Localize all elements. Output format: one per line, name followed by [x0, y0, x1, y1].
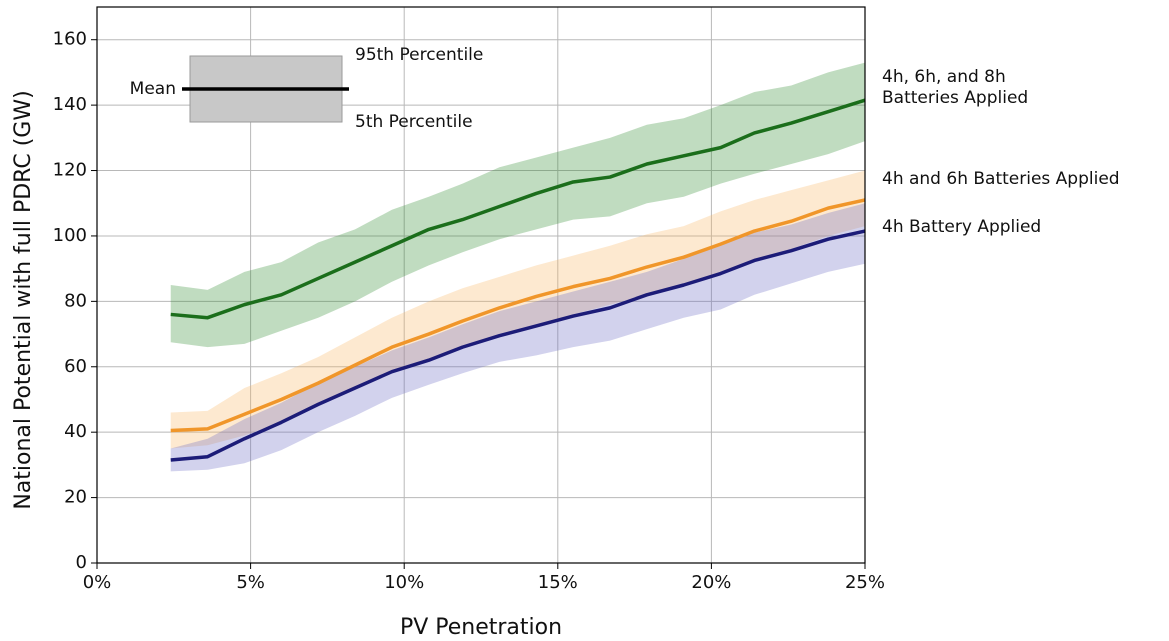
- x-tick-label: 25%: [845, 572, 885, 593]
- y-tick-label: 120: [53, 160, 87, 181]
- y-tick-label: 80: [64, 290, 87, 311]
- y-tick-label: 40: [64, 421, 87, 442]
- y-axis-label: National Potential with full PDRC (GW): [11, 90, 36, 509]
- mean-line: [170, 198, 866, 433]
- mean-line: [170, 229, 866, 462]
- series-label: 4h, 6h, and 8h Batteries Applied: [882, 67, 1029, 109]
- legend-upper-label: 95th Percentile: [355, 45, 483, 65]
- y-tick-label: 20: [64, 487, 87, 508]
- x-axis-label: PV Penetration: [400, 615, 562, 640]
- x-tick-label: 15%: [538, 572, 578, 593]
- legend-lower-label: 5th Percentile: [355, 112, 473, 132]
- x-tick-label: 5%: [236, 572, 265, 593]
- x-tick-label: 10%: [384, 572, 424, 593]
- legend-mean-label: Mean: [130, 79, 176, 99]
- percentile-band: [170, 203, 865, 472]
- x-tick-label: 0%: [83, 572, 112, 593]
- y-tick-label: 160: [53, 29, 87, 50]
- series-label: 4h Battery Applied: [882, 217, 1042, 238]
- y-tick-label: 0: [76, 552, 87, 573]
- y-tick-label: 60: [64, 356, 87, 377]
- plot-frame: [96, 6, 866, 564]
- mean-line: [170, 98, 866, 320]
- percentile-band: [170, 62, 865, 348]
- y-tick-label: 140: [53, 94, 87, 115]
- percentile-band: [170, 170, 865, 449]
- x-tick-label: 20%: [691, 572, 731, 593]
- series-label: 4h and 6h Batteries Applied: [882, 168, 1120, 189]
- y-tick-label: 100: [53, 225, 87, 246]
